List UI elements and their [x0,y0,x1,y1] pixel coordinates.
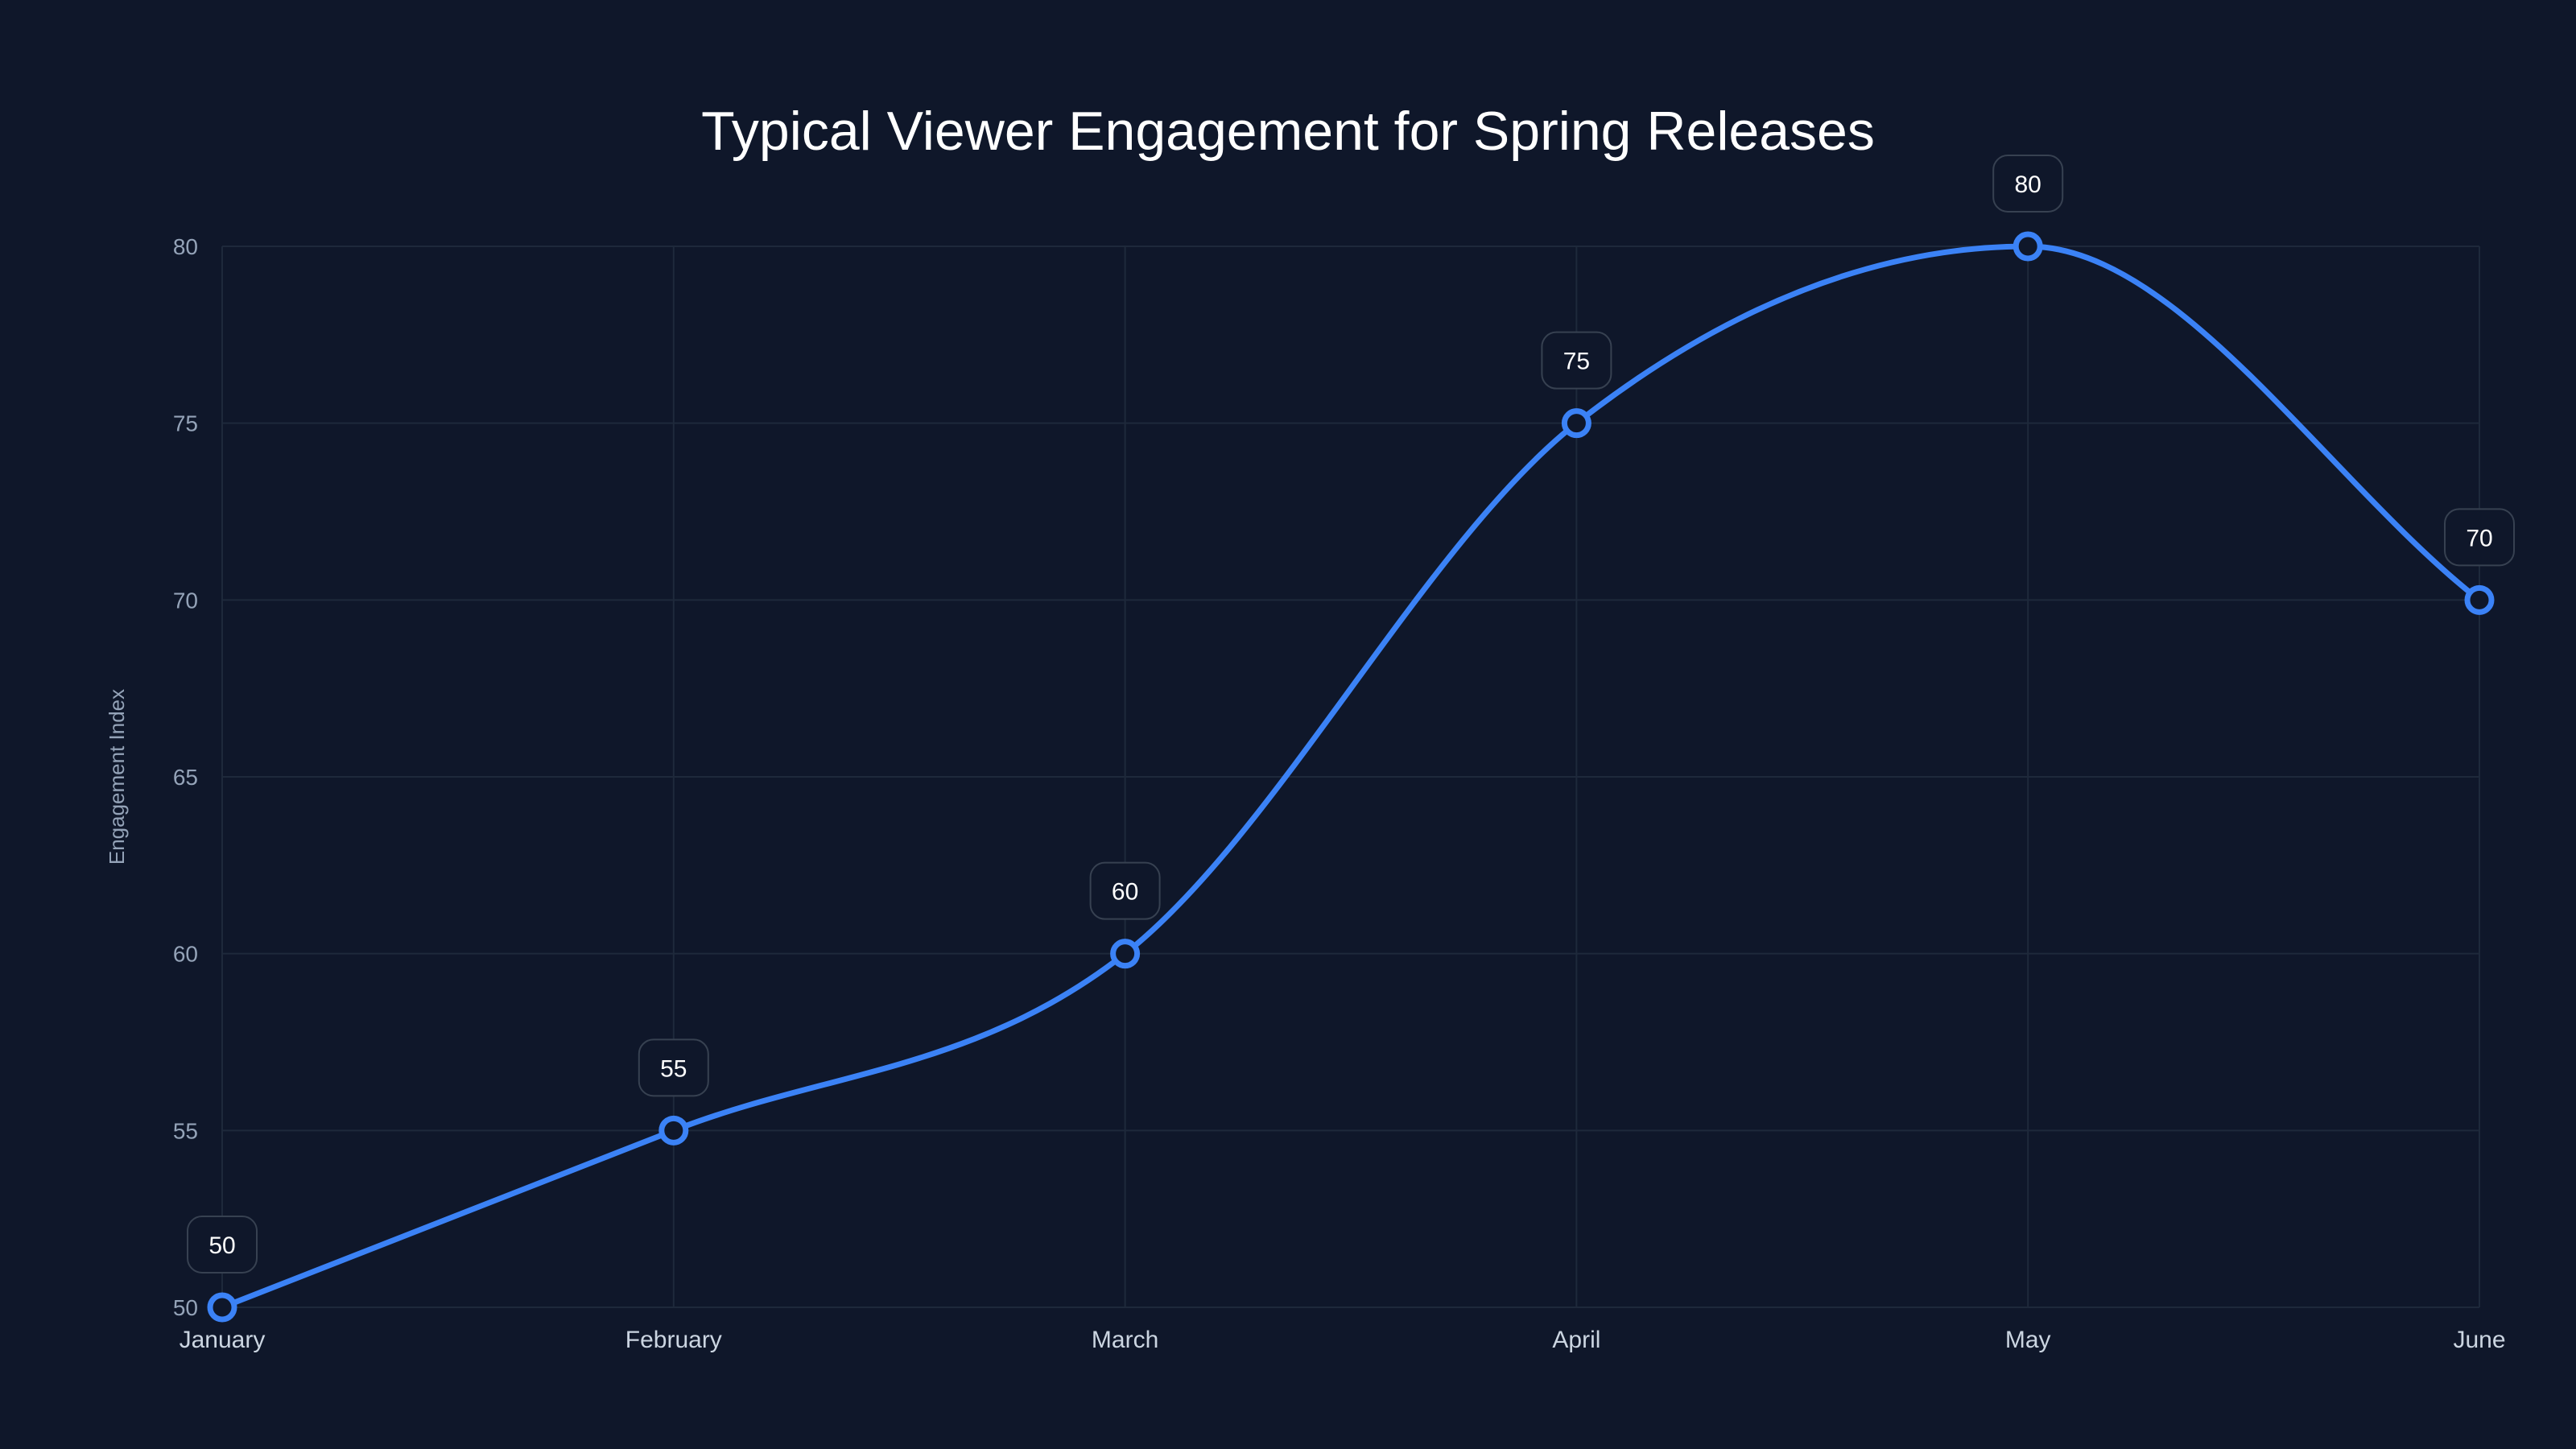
series-line [221,243,2482,1311]
data-points [207,231,2495,1323]
data-labels: 50 55 60 75 80 70 [187,155,2515,1274]
data-point [1110,939,1141,969]
x-tick-label: April [1552,1327,1600,1353]
y-tick-label: 55 [173,1118,198,1143]
y-axis: 50 55 60 65 70 75 80 [173,234,198,1320]
data-label: 70 [2466,525,2492,551]
data-label: 50 [208,1232,235,1259]
chart-title: Typical Viewer Engagement for Spring Rel… [701,101,1875,162]
x-tick-label: February [625,1327,722,1353]
data-label-box [1541,331,1612,390]
y-tick-label: 60 [173,942,198,967]
y-tick-label: 70 [173,588,198,613]
x-tick-label: May [2005,1327,2051,1353]
x-tick-label: March [1092,1327,1158,1353]
grid [221,246,2480,1308]
y-tick-label: 65 [173,765,198,790]
x-tick-label: June [2453,1327,2505,1353]
data-label-box [2444,508,2515,567]
data-label-box [1992,155,2064,213]
data-point [658,1115,689,1146]
data-label-box [638,1038,709,1097]
data-label: 80 [2015,171,2041,198]
y-axis-title: Engagement Index [105,689,129,865]
data-label-box [1089,861,1161,920]
x-tick-label: January [180,1327,266,1353]
y-tick-label: 75 [173,411,198,436]
data-label-box [187,1216,258,1274]
data-point [1561,408,1591,439]
data-point [2013,231,2043,262]
data-label: 75 [1563,349,1590,375]
data-label: 55 [660,1055,687,1082]
y-tick-label: 80 [173,234,198,259]
data-point [2464,584,2495,615]
x-axis: January February March April May June [180,1327,2506,1353]
data-label: 60 [1112,879,1138,906]
data-point [207,1292,237,1323]
y-tick-label: 50 [173,1295,198,1320]
